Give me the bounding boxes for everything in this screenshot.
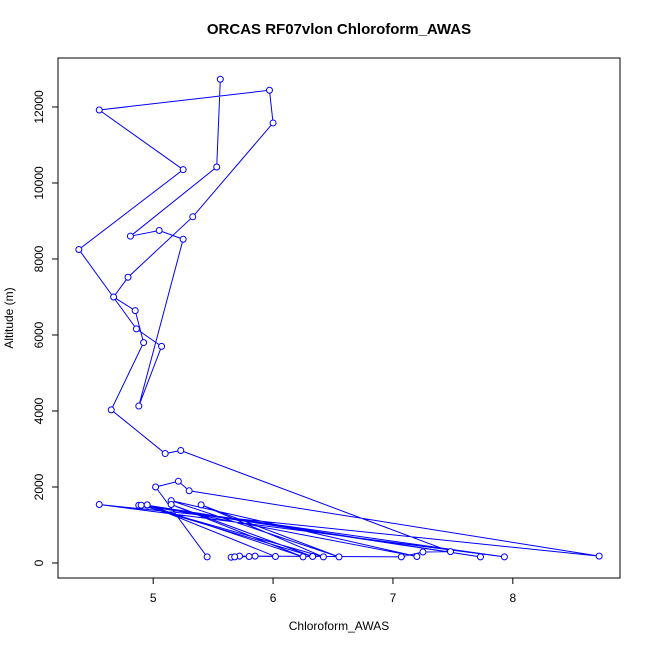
data-point (595, 552, 603, 560)
data-point (309, 553, 317, 561)
data-point (265, 86, 273, 94)
data-point (271, 553, 279, 561)
data-point (167, 500, 175, 508)
data-point (174, 477, 182, 485)
data-point (143, 501, 151, 509)
data-point (155, 226, 163, 234)
x-tick-label: 6 (270, 591, 277, 605)
data-line (78, 79, 600, 558)
x-tick-label: 7 (390, 591, 397, 605)
data-point (500, 553, 508, 561)
data-point (216, 75, 224, 83)
x-tick-label: 5 (150, 591, 157, 605)
data-point (177, 447, 185, 455)
data-point (419, 548, 427, 556)
data-point (158, 342, 166, 350)
data-point (245, 553, 253, 561)
data-point (95, 500, 103, 508)
data-point (397, 553, 405, 561)
data-point (140, 339, 148, 347)
plot-frame (57, 57, 621, 579)
data-point (132, 325, 140, 333)
data-point (197, 501, 205, 509)
data-point (231, 553, 239, 561)
data-point (319, 553, 327, 561)
data-point (135, 402, 143, 410)
x-axis-label: Chloroform_AWAS (289, 619, 389, 633)
data-point (75, 245, 83, 253)
data-point (213, 163, 221, 171)
x-tick-label: 8 (509, 591, 516, 605)
data-point (413, 553, 421, 561)
data-point (161, 450, 169, 458)
data-point (203, 553, 211, 561)
data-point (124, 273, 132, 281)
y-axis-label: Altitude (m) (2, 287, 16, 348)
data-point (131, 307, 139, 315)
data-point (476, 553, 484, 561)
y-tick-label: 10000 (32, 166, 46, 200)
data-point (110, 293, 118, 301)
data-point (299, 553, 307, 561)
y-tick-label: 8000 (32, 245, 46, 272)
data-point (107, 406, 115, 414)
data-point (269, 119, 277, 127)
data-point (95, 106, 103, 114)
data-point (251, 552, 259, 560)
y-tick-label: 6000 (32, 321, 46, 348)
data-point (179, 166, 187, 174)
data-point (189, 213, 197, 221)
data-point (185, 487, 193, 495)
data-point (137, 501, 145, 509)
y-tick-label: 12000 (32, 90, 46, 124)
y-tick-label: 2000 (32, 473, 46, 500)
data-point (179, 235, 187, 243)
chart-title: ORCAS RF07vlon Chloroform_AWAS (207, 21, 471, 38)
data-point (152, 483, 160, 491)
y-tick-label: 4000 (32, 397, 46, 424)
y-tick-label: 0 (32, 559, 46, 566)
data-point (335, 553, 343, 561)
data-point (126, 232, 134, 240)
data-point (446, 548, 454, 556)
